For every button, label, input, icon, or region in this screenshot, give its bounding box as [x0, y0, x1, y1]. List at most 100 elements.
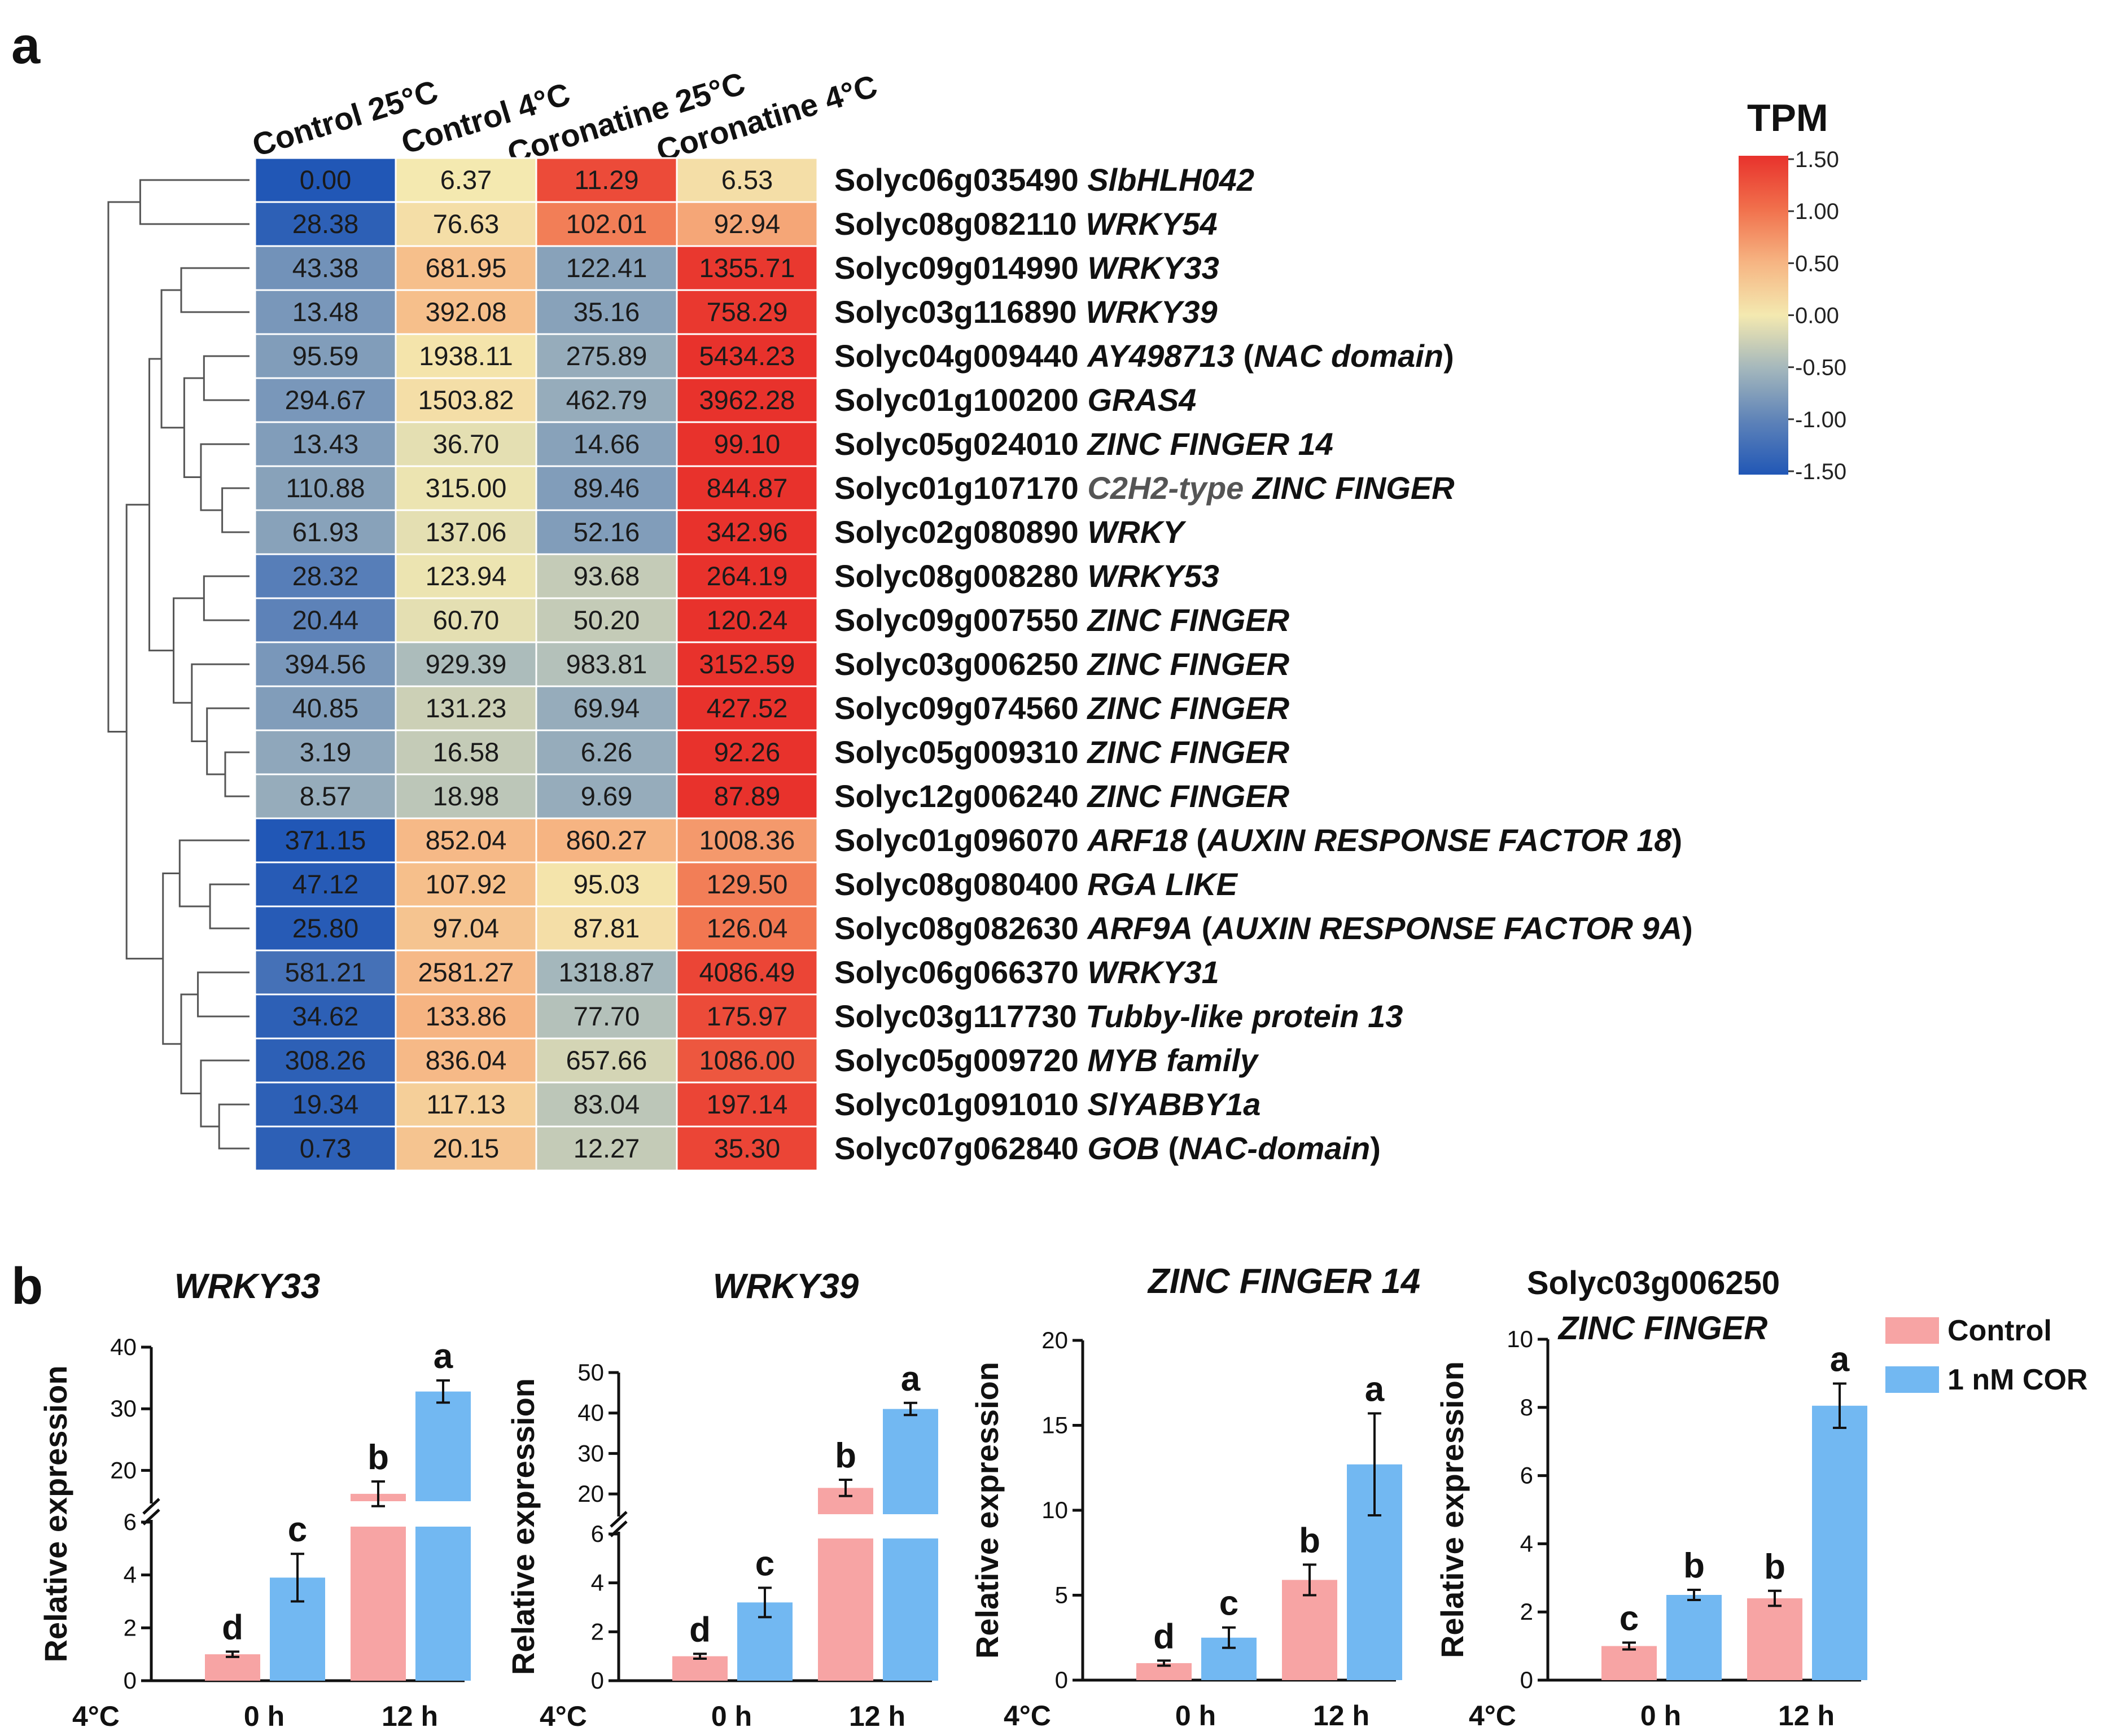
heatmap-cell	[676, 157, 819, 203]
gene-name-part: ZINC FINGER	[1086, 690, 1289, 726]
gene-name-part: ZINC FINGER 14	[1086, 426, 1333, 462]
legend-colorbar	[1739, 156, 1788, 475]
cell-value: 95.59	[292, 341, 359, 371]
gene-label: Solyc02g080890 WRKY	[834, 514, 1187, 550]
heatmap-cell	[254, 245, 397, 291]
heatmap-cell	[254, 333, 397, 379]
heatmap-cell	[535, 861, 678, 908]
dendrogram-branch	[183, 377, 204, 478]
heatmap-cell	[535, 685, 678, 731]
cell-value: 110.88	[286, 473, 365, 503]
gene-name-part: )	[1443, 338, 1454, 374]
dendrogram-branch	[178, 839, 250, 908]
gene-label: Solyc01g107170 C2H2-type ZINC FINGER	[834, 470, 1455, 506]
y-tick-label: 20	[1041, 1327, 1068, 1353]
significance-letter: b	[1299, 1521, 1320, 1560]
y-tick-label: 8	[1520, 1394, 1533, 1421]
cell-value: 929.39	[426, 649, 507, 679]
significance-letter: d	[222, 1608, 243, 1647]
heatmap-cell	[535, 1125, 678, 1172]
cell-value: 427.52	[707, 693, 788, 723]
cell-value: 83.04	[574, 1089, 640, 1119]
cell-value: 2581.27	[418, 957, 514, 987]
gene-id: Solyc08g008280	[834, 558, 1087, 594]
legend-label-cor: 1 nM COR	[1947, 1364, 2087, 1396]
significance-letter: a	[434, 1337, 453, 1376]
dendrogram	[107, 179, 250, 1150]
y-tick-label: 0	[1520, 1667, 1533, 1693]
bar-chart: ZINC FINGER 14 Relative expression 0 5 10 15 2…	[969, 1262, 1420, 1731]
bar-lower-part	[818, 1538, 873, 1681]
y-tick-label: 2	[124, 1614, 137, 1641]
dendrogram-branch	[206, 707, 250, 775]
gene-name-part: )	[1682, 910, 1693, 946]
significance-letter: b	[835, 1436, 856, 1475]
heatmap-cell	[254, 949, 397, 996]
cell-value: 16.58	[433, 737, 500, 767]
heatmap-cell	[254, 553, 397, 599]
chart-title-line2: ZINC FINGER	[1557, 1310, 1768, 1347]
y-axis-label: Relative expression	[1434, 1361, 1470, 1658]
gene-id: Solyc01g096070	[834, 822, 1087, 858]
cell-value: 860.27	[566, 825, 647, 855]
gene-name-part: (	[1188, 822, 1207, 858]
heatmap-cell	[254, 157, 397, 203]
gene-name-part: ZINC FINGER	[1086, 646, 1289, 682]
significance-letter: b	[1764, 1548, 1785, 1586]
y-tick-label: 4	[124, 1562, 137, 1588]
heatmap-cell	[676, 245, 819, 291]
gene-label: Solyc05g009310 ZINC FINGER	[834, 734, 1290, 770]
cell-value: 92.26	[714, 737, 781, 767]
cell-value: 315.00	[426, 473, 507, 503]
gene-id: Solyc08g080400	[834, 866, 1087, 902]
gene-id: Solyc04g009440	[834, 338, 1087, 374]
cell-value: 28.32	[292, 561, 359, 591]
bar-lower-part	[351, 1527, 406, 1681]
dendrogram-branch	[221, 487, 250, 533]
heatmap-cell	[395, 597, 537, 643]
heatmap-cell	[254, 905, 397, 952]
cell-value: 1355.71	[699, 253, 795, 283]
cell-value: 197.14	[707, 1089, 788, 1119]
heatmap-cell	[676, 861, 819, 908]
error-bar	[291, 1553, 304, 1603]
significance-letter: c	[1219, 1584, 1238, 1623]
gene-name-part: )	[1672, 822, 1683, 858]
gene-id: Solyc06g066370	[834, 954, 1087, 990]
cell-value: 581.21	[285, 957, 366, 987]
cell-value: 28.38	[292, 209, 359, 239]
gene-name-part: RGA LIKE	[1087, 866, 1238, 902]
bar	[205, 1654, 260, 1681]
cell-value: 5434.23	[699, 341, 795, 371]
gene-id: Solyc08g082630	[834, 910, 1087, 946]
dendrogram-branch	[162, 873, 181, 1045]
cell-value: 35.30	[714, 1133, 781, 1163]
legend-tick-label: 0.00	[1795, 304, 1839, 328]
cell-value: 34.62	[292, 1001, 359, 1031]
heatmap-cell	[395, 861, 537, 908]
gene-name-part: ZINC FINGER	[1086, 734, 1289, 770]
heatmap-cell	[535, 421, 678, 467]
heatmap-cell	[254, 1125, 397, 1172]
significance-letter: b	[1683, 1546, 1705, 1585]
significance-letter: a	[901, 1360, 921, 1399]
gene-name-part: NAC-domain	[1179, 1130, 1370, 1166]
gene-name-part: AUXIN RESPONSE FACTOR 18	[1206, 822, 1672, 858]
heatmap-cell	[535, 729, 678, 775]
legend-tick-label: -1.50	[1795, 459, 1846, 484]
gene-id: Solyc09g074560	[834, 690, 1087, 726]
cell-value: 36.70	[433, 429, 500, 459]
legend-tick-label: -0.50	[1795, 356, 1846, 380]
cell-value: 983.81	[566, 649, 647, 679]
cell-value: 137.06	[426, 517, 507, 547]
bar	[1282, 1580, 1337, 1680]
chart-title: ZINC FINGER 14	[1147, 1262, 1420, 1301]
error-bar	[1687, 1588, 1701, 1602]
cell-value: 6.53	[721, 165, 773, 195]
gene-name-part: WRKY39	[1086, 294, 1217, 330]
heatmap-cell	[395, 245, 537, 291]
y-tick-label: 0	[1055, 1667, 1068, 1693]
dendrogram-branch	[218, 1103, 250, 1150]
gene-id: Solyc05g009720	[834, 1042, 1087, 1078]
